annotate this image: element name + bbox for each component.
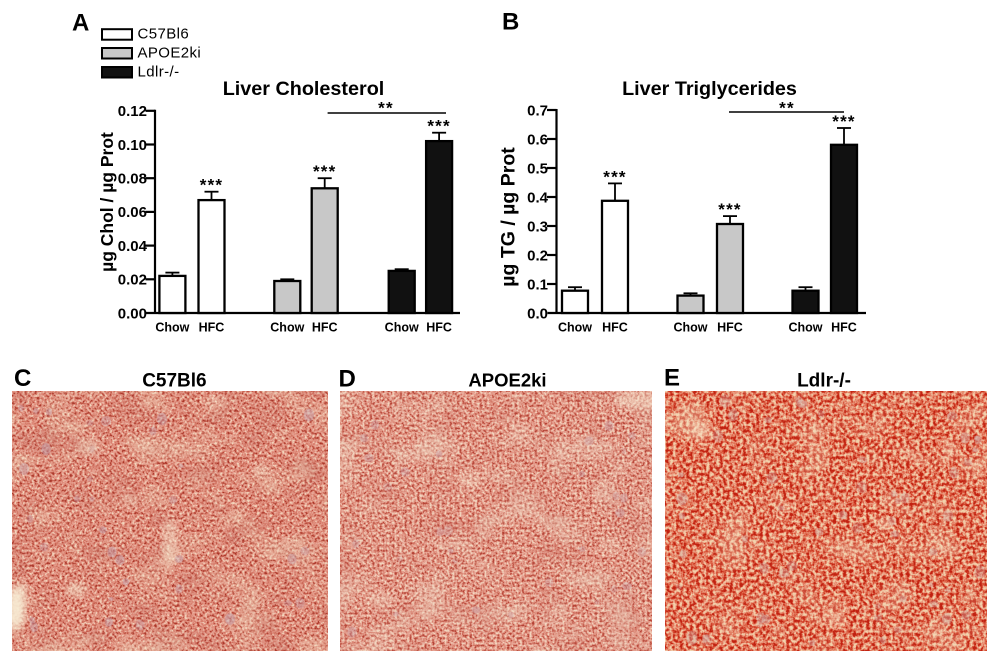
svg-text:0.04: 0.04 bbox=[118, 238, 148, 255]
svg-text:HFC: HFC bbox=[312, 321, 338, 335]
svg-text:0.08: 0.08 bbox=[118, 171, 147, 188]
svg-text:0.2: 0.2 bbox=[527, 247, 548, 264]
svg-text:Liver Cholesterol: Liver Cholesterol bbox=[223, 78, 385, 100]
svg-text:Chow: Chow bbox=[270, 321, 304, 335]
svg-text:0.10: 0.10 bbox=[118, 137, 147, 154]
svg-text:***: *** bbox=[718, 200, 741, 219]
svg-text:Chow: Chow bbox=[155, 321, 189, 335]
svg-text:0.7: 0.7 bbox=[527, 102, 548, 119]
svg-text:0.02: 0.02 bbox=[118, 272, 147, 289]
svg-text:**: ** bbox=[378, 99, 394, 118]
svg-text:B: B bbox=[502, 9, 519, 36]
svg-text:HFC: HFC bbox=[199, 321, 225, 335]
svg-text:0.6: 0.6 bbox=[527, 131, 548, 148]
svg-text:A: A bbox=[72, 10, 89, 37]
svg-text:Ldlr-/-: Ldlr-/- bbox=[797, 371, 851, 392]
svg-text:0.3: 0.3 bbox=[527, 218, 548, 235]
svg-text:0.1: 0.1 bbox=[527, 276, 548, 293]
svg-text:0.00: 0.00 bbox=[118, 305, 147, 322]
svg-text:**: ** bbox=[779, 99, 795, 118]
svg-text:***: *** bbox=[313, 162, 336, 181]
svg-text:0.06: 0.06 bbox=[118, 204, 147, 221]
svg-text:C57Bl6: C57Bl6 bbox=[142, 371, 206, 392]
svg-text:C57Bl6: C57Bl6 bbox=[138, 26, 190, 43]
svg-text:Chow: Chow bbox=[788, 321, 822, 335]
svg-text:µg TG / µg Prot: µg TG / µg Prot bbox=[498, 147, 520, 287]
svg-text:Chow: Chow bbox=[673, 321, 707, 335]
svg-text:C: C bbox=[14, 365, 31, 392]
svg-text:***: *** bbox=[603, 167, 626, 186]
svg-text:Chow: Chow bbox=[558, 321, 592, 335]
svg-text:***: *** bbox=[200, 176, 223, 195]
svg-text:Ldlr-/-: Ldlr-/- bbox=[138, 64, 180, 81]
svg-text:0.5: 0.5 bbox=[527, 160, 548, 177]
svg-text:E: E bbox=[664, 365, 680, 392]
svg-text:***: *** bbox=[427, 117, 450, 136]
svg-text:D: D bbox=[339, 365, 356, 392]
svg-text:0.4: 0.4 bbox=[527, 189, 549, 206]
svg-text:0.12: 0.12 bbox=[118, 103, 147, 120]
svg-text:Chow: Chow bbox=[385, 321, 419, 335]
svg-text:HFC: HFC bbox=[717, 321, 743, 335]
svg-text:HFC: HFC bbox=[602, 321, 628, 335]
svg-text:HFC: HFC bbox=[831, 321, 857, 335]
svg-text:APOE2ki: APOE2ki bbox=[138, 45, 202, 62]
svg-text:µg Chol / µg Prot: µg Chol / µg Prot bbox=[97, 132, 117, 272]
svg-text:APOE2ki: APOE2ki bbox=[468, 370, 546, 391]
svg-text:Liver Triglycerides: Liver Triglycerides bbox=[622, 78, 797, 100]
svg-text:0.0: 0.0 bbox=[527, 305, 548, 322]
svg-text:HFC: HFC bbox=[426, 321, 452, 335]
svg-text:***: *** bbox=[832, 112, 855, 131]
